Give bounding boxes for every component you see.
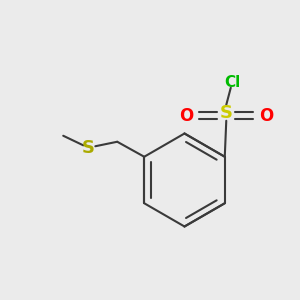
Text: O: O (179, 106, 194, 124)
Text: O: O (259, 106, 273, 124)
Text: Cl: Cl (224, 75, 240, 90)
Text: S: S (82, 139, 95, 157)
Text: S: S (220, 104, 233, 122)
